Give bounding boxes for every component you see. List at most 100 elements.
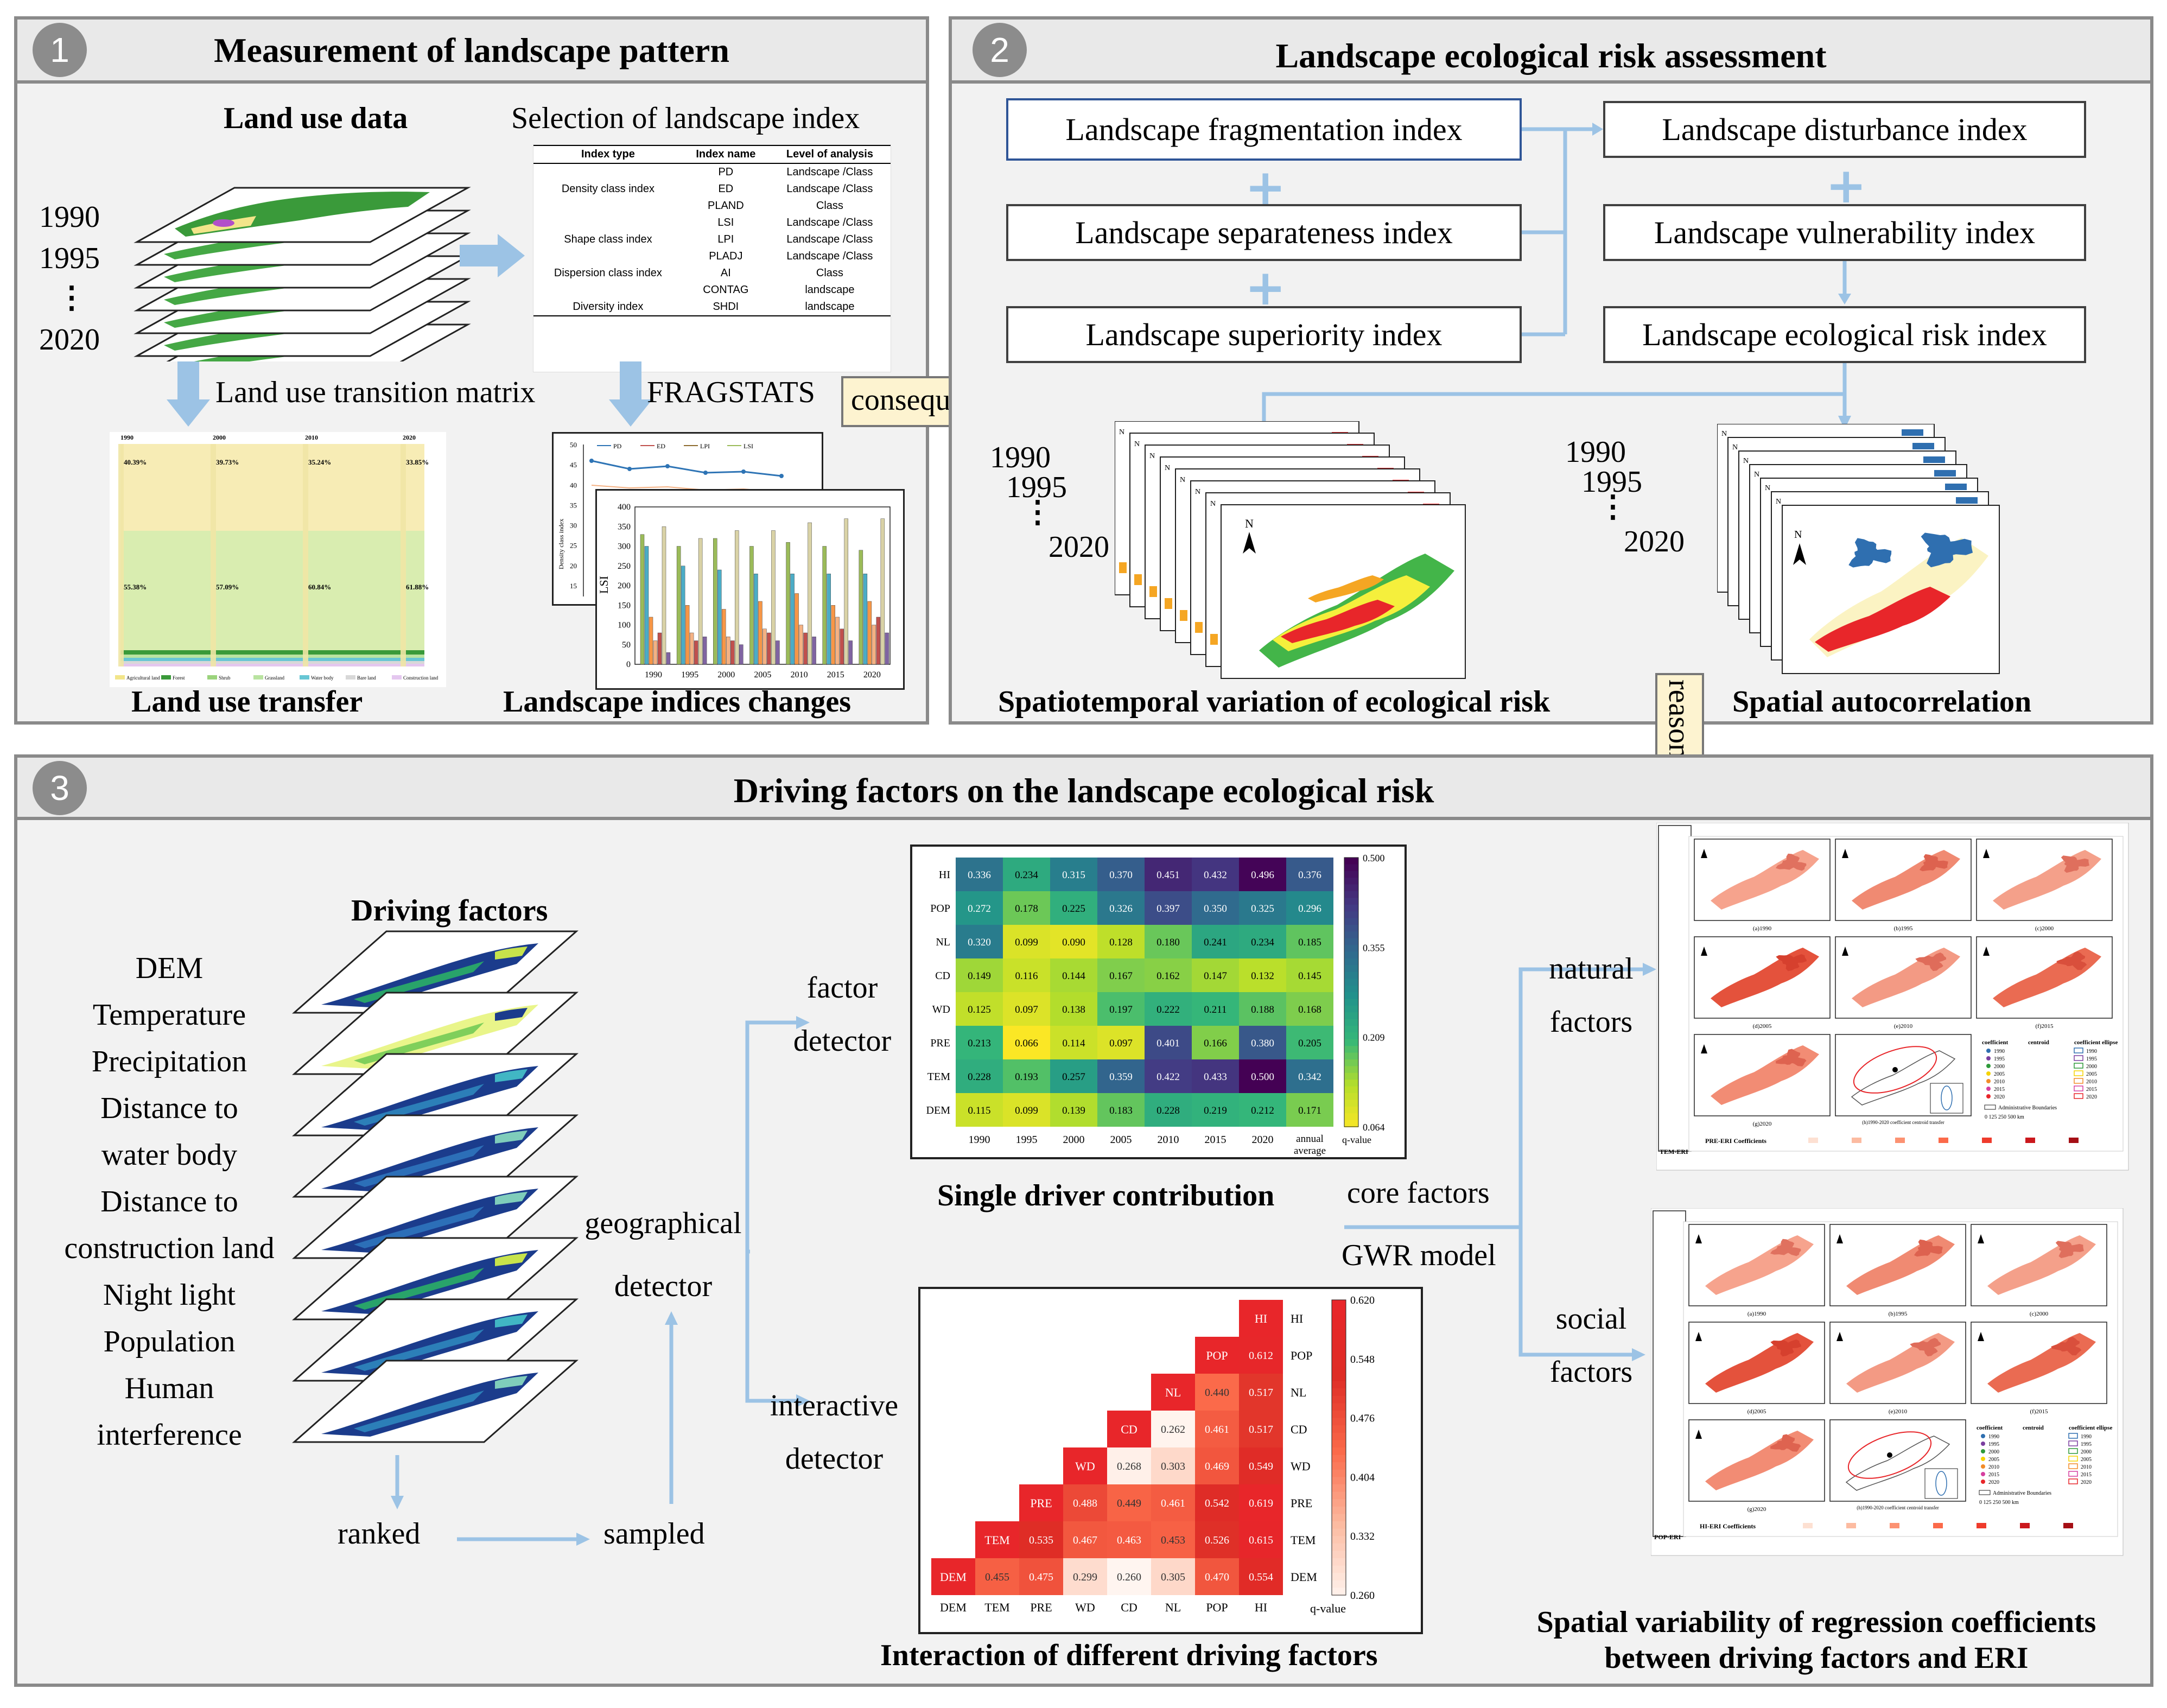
landscape-index-bar — [657, 632, 662, 665]
heatmap1-colorbar-segment — [1344, 1032, 1358, 1040]
heatmap2-row-label: DEM — [1291, 1570, 1317, 1584]
heatmap1-colorbar — [1344, 857, 1359, 1127]
gwr-map-cell: (g)2020 — [1694, 1034, 1831, 1127]
gwr-legend-year: 2000 — [1988, 1449, 1999, 1455]
landscape-index-bar — [803, 632, 808, 665]
heatmap2-colorbar-segment — [1332, 1358, 1346, 1367]
gwr-coefficient-class-swatch — [1846, 1523, 1856, 1528]
gwr-map-sublabel: (b)1995 — [1894, 925, 1913, 932]
heatmap1-cell-value: 0.320 — [968, 937, 991, 948]
gwr-coefficient-class-swatch — [1933, 1523, 1943, 1528]
heatmap2-cell-value: 0.549 — [1249, 1461, 1273, 1472]
sankey-year: 2020 — [403, 434, 416, 441]
gwr-legend-year: 2020 — [2081, 1480, 2092, 1485]
panel-ecological-risk-assessment: 2 Landscape ecological risk assessment L… — [949, 16, 2153, 725]
land-use-map-stack — [134, 187, 471, 361]
heatmap2-colorbar-segment — [1332, 1337, 1346, 1345]
gwr-map-cell: (a)1990 — [1694, 839, 1831, 932]
heatmap2-col-label: HI — [1255, 1601, 1267, 1614]
heatmap1-cell-value: 0.451 — [1156, 869, 1180, 881]
gwr-legend-centroid-dot — [1981, 1472, 1985, 1476]
heatmap1-cell-value: 0.433 — [1204, 1071, 1227, 1083]
heatmap1-colorbar-segment — [1344, 938, 1358, 946]
gwr-coefficient-hotspot — [1914, 1239, 1943, 1257]
sankey-mid-value: 55.38% — [124, 583, 147, 591]
heatmap2-colorbar-segment — [1332, 1381, 1346, 1389]
pd-line — [591, 460, 782, 477]
heatmap2-cell-value: 0.612 — [1249, 1350, 1273, 1362]
driving-factors-title: Driving factors — [351, 894, 548, 928]
north-arrow-icon — [1836, 1234, 1843, 1243]
heatmap1-cell-value: 0.228 — [968, 1071, 991, 1083]
plus-icon-1: + — [1245, 159, 1286, 216]
panel2-left-year-1995: 1995 — [1006, 471, 1067, 504]
heatmap1-cell — [956, 925, 1003, 958]
sankey-legend-label: Construction land — [403, 675, 439, 681]
heatmap1-colorbar-label: q-value — [1342, 1134, 1371, 1145]
gwr-map-sublabel: (d)2005 — [1753, 1023, 1772, 1030]
heatmap1-colorbar-segment — [1344, 1019, 1358, 1026]
factor-layer-base — [321, 943, 538, 1007]
heatmap1-col-label: 2005 — [1110, 1134, 1132, 1146]
landscape-index-bar — [649, 617, 653, 665]
heatmap1-cell — [1145, 1026, 1192, 1059]
heatmap1-cell-value: 0.257 — [1062, 1071, 1085, 1083]
factor-layer-base — [321, 1066, 538, 1130]
factor-detector-label: factor detector — [761, 961, 924, 1068]
gwr-legend-year: 2015 — [1988, 1472, 1999, 1478]
heatmap2-colorbar-segment — [1332, 1499, 1346, 1507]
heatmap1-col-label: 2015 — [1205, 1134, 1227, 1146]
moran-map-edge — [1912, 443, 1934, 449]
heatmap1-cell — [1003, 858, 1050, 891]
panel2-left-year-ellipsis: ⋮ — [1022, 496, 1053, 529]
north-label: N — [1165, 464, 1170, 472]
table-cell — [533, 163, 683, 181]
heatmap1-col-label: average — [1294, 1145, 1326, 1157]
gwr-map-cell: (f)2015 — [1971, 1322, 2107, 1415]
heatmap1-colorbar-segment — [1344, 925, 1358, 932]
heatmap2-diagonal-label: PRE — [1030, 1496, 1052, 1510]
panel1-header: 1 Measurement of landscape pattern — [17, 20, 926, 84]
heatmap1-cell-value: 0.397 — [1156, 903, 1180, 915]
north-arrow-icon — [1695, 1332, 1702, 1341]
heatmap1-cell-value: 0.370 — [1109, 869, 1133, 881]
gwr-map-cell: (b)1995 — [1829, 1224, 1966, 1317]
landscape-index-bar — [808, 522, 812, 665]
heatmap2-diagonal-label: NL — [1165, 1386, 1181, 1399]
heatmap1-colorbar-segment — [1344, 951, 1358, 959]
heatmap2-colorbar-segment — [1332, 1425, 1346, 1433]
risk-map-edge — [1210, 634, 1218, 645]
gwr-legend: coefficient centroid coefficient ellipse 19… — [1977, 1425, 2112, 1506]
table-cell: Density class index — [561, 183, 655, 195]
heatmap1-cell — [1286, 958, 1333, 992]
gwr-legend-year: 1995 — [1988, 1442, 1999, 1447]
heatmap1-cell-value: 0.185 — [1298, 937, 1321, 948]
gwr-legend-ellipse-swatch — [2074, 1055, 2083, 1061]
heatmap1-cell — [956, 891, 1003, 925]
line-chart-tick: 30 — [570, 522, 577, 530]
sankey-flow-bare — [120, 661, 424, 664]
heatmap2-colorbar-segment — [1332, 1528, 1346, 1537]
heatmap1-row-label: NL — [936, 936, 950, 948]
bar-chart-ytick: 150 — [618, 601, 631, 610]
gwr-map-sublabel: (c)2000 — [2035, 925, 2054, 932]
factor-layer-base — [321, 1189, 538, 1253]
heatmap1-cell-value: 0.241 — [1204, 937, 1227, 948]
heatmap2-diagonal-label: POP — [1206, 1349, 1228, 1362]
gwr-map-cell: (a)1990 — [1688, 1224, 1825, 1317]
factor-interference: interference — [97, 1418, 242, 1452]
heatmap1-cell-value: 0.228 — [1156, 1105, 1180, 1116]
arrow-to-index-table — [460, 234, 525, 277]
gwr-legend-ellipse-swatch — [2068, 1456, 2078, 1462]
north-label: N — [1195, 488, 1200, 496]
gwr-coefficient-hotspot — [1770, 1239, 1801, 1256]
heatmap2-colorbar-segment — [1332, 1565, 1346, 1574]
gwr-map-sublabel: (e)2010 — [1889, 1408, 1908, 1415]
heatmap2-diagonal-label: CD — [1121, 1423, 1137, 1436]
heatmap2-cell-value: 0.453 — [1161, 1534, 1185, 1546]
heatmap1-colorbar-segment — [1344, 858, 1358, 865]
heatmap2-colorbar-tick: 0.548 — [1350, 1354, 1375, 1366]
sampled-label: sampled — [603, 1517, 705, 1551]
gwr-centroid-panel: (h)1990-2020 coefficient centroid transf… — [1835, 1034, 1972, 1125]
